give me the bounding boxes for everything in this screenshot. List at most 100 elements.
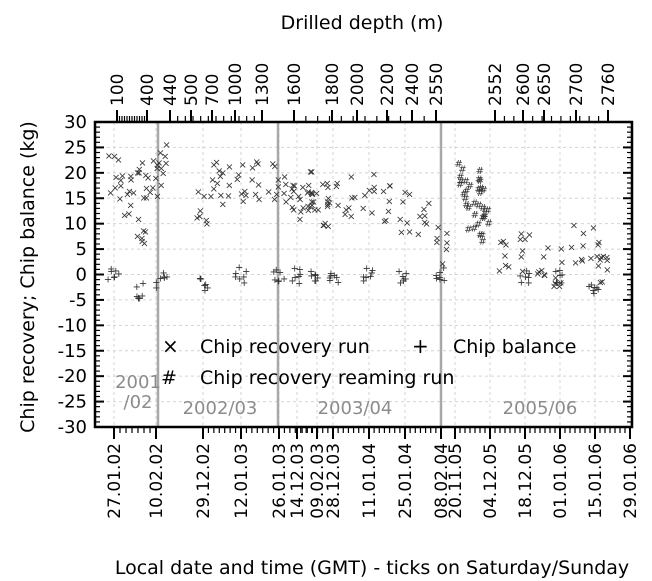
depth-tick-label: 440 <box>161 74 181 106</box>
depth-tick-label: 400 <box>138 74 158 106</box>
data-point: + <box>276 268 284 279</box>
data-point: + <box>521 272 529 283</box>
data-point: × <box>567 243 575 254</box>
date-tick-label: 10.02.02 <box>147 443 167 519</box>
data-point: × <box>153 192 161 203</box>
data-point: × <box>438 259 446 270</box>
y-tick-label: -5 <box>69 290 87 311</box>
data-point: × <box>110 152 118 163</box>
data-point: × <box>210 184 218 195</box>
data-point: + <box>201 286 209 297</box>
date-tick-label: 04.12.05 <box>481 443 501 519</box>
data-point: × <box>399 197 407 208</box>
season-label: 2002/03 <box>183 398 258 419</box>
data-point: × <box>149 183 157 194</box>
data-point: × <box>306 167 314 178</box>
x-axis-title: Local date and time (GMT) - ticks on Sat… <box>115 557 629 579</box>
data-point: + <box>115 269 123 280</box>
data-point: × <box>603 265 611 276</box>
data-point: × <box>594 240 602 251</box>
data-point: + <box>368 268 376 279</box>
data-point: × <box>224 191 232 202</box>
data-point: + <box>400 274 408 285</box>
data-point: + <box>402 268 410 279</box>
data-point: # <box>457 176 465 187</box>
data-point: × <box>533 269 541 280</box>
data-point: × <box>420 204 428 215</box>
data-point: × <box>517 252 525 263</box>
data-point: # <box>484 206 492 217</box>
data-point: × <box>225 162 233 173</box>
data-point: + <box>432 271 440 282</box>
data-point: × <box>117 175 125 186</box>
data-point: × <box>142 171 150 182</box>
x-axis-bottom: 27.01.02 10.02.02 29.12.02 12.01.03 26.01.03… <box>105 427 641 519</box>
data-point: + <box>524 278 532 289</box>
data-point: × <box>133 232 141 243</box>
date-tick-label: 27.01.02 <box>105 443 125 519</box>
data-point: × <box>140 238 148 249</box>
data-point: × <box>203 219 211 230</box>
data-point: × <box>557 244 565 255</box>
data-point: + <box>593 283 601 294</box>
data-point: + <box>152 277 160 288</box>
data-point: + <box>525 268 533 279</box>
data-point: × <box>443 229 451 240</box>
data-point: × <box>196 206 204 217</box>
data-point: + <box>112 266 120 277</box>
data-point: × <box>120 211 128 222</box>
data-point: + <box>312 276 320 287</box>
data-point: + <box>296 264 304 275</box>
data-point: × <box>296 214 304 225</box>
data-point: × <box>307 189 315 200</box>
data-point: × <box>270 194 278 205</box>
depth-tick-label: 2760 <box>599 63 619 106</box>
data-point: × <box>517 229 525 240</box>
data-point: × <box>359 203 367 214</box>
data-point: + <box>334 278 342 289</box>
data-point: × <box>535 267 543 278</box>
y-tick-label: 5 <box>76 239 87 260</box>
data-point: + <box>272 265 280 276</box>
data-point: × <box>134 214 142 225</box>
data-point: × <box>304 201 312 212</box>
data-point: × <box>368 208 376 219</box>
data-point: # <box>470 223 478 234</box>
data-point: × <box>578 256 586 267</box>
data-point: × <box>138 158 146 169</box>
data-point: + <box>296 270 304 281</box>
data-point: × <box>127 172 135 183</box>
data-point: × <box>215 166 223 177</box>
data-point: × <box>495 266 503 277</box>
data-point: × <box>323 178 331 189</box>
data-point: + <box>366 272 374 283</box>
data-point: × <box>142 193 150 204</box>
data-point: × <box>345 203 353 214</box>
data-point: × <box>421 211 429 222</box>
data-point: × <box>332 182 340 193</box>
data-point: + <box>326 273 334 284</box>
data-point: + <box>307 271 315 282</box>
data-point: × <box>370 169 378 180</box>
data-point: + <box>311 276 319 287</box>
data-point: # <box>476 188 484 199</box>
data-point: × <box>403 218 411 229</box>
data-point: × <box>139 226 147 237</box>
data-point: × <box>361 190 369 201</box>
data-point: × <box>289 181 297 192</box>
data-point: × <box>149 156 157 167</box>
data-point: # <box>476 176 484 187</box>
data-point: × <box>319 220 327 231</box>
data-point: × <box>396 214 404 225</box>
legend-reaming-symbol: # <box>161 367 177 389</box>
data-point: × <box>237 189 245 200</box>
data-point: × <box>287 193 295 204</box>
date-tick-label: 18.12.05 <box>516 443 536 519</box>
data-point: × <box>296 194 304 205</box>
data-point: + <box>516 271 524 282</box>
data-point: + <box>558 270 566 281</box>
data-point: + <box>556 266 564 277</box>
x-axis-top: 100 400 440 500 700 1000 1300 1600 1800 2000 2200 2… <box>108 63 619 122</box>
data-point: + <box>363 264 371 275</box>
data-point: # <box>470 198 478 209</box>
